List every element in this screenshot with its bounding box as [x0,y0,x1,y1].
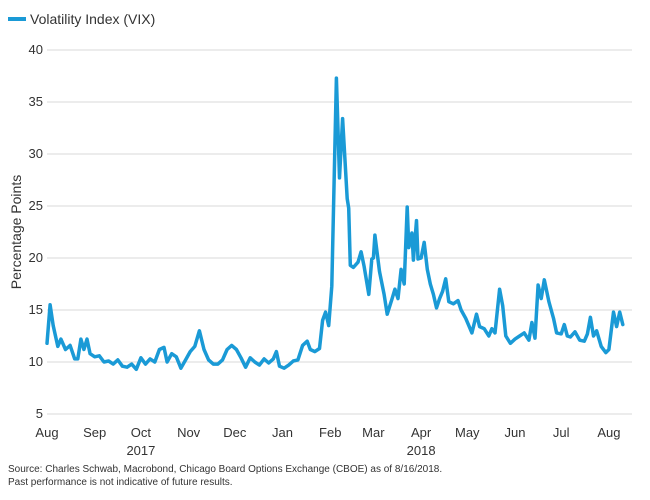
x-tick-label: Oct [131,425,152,440]
y-tick-label: 35 [29,94,43,109]
x-axis-ticks: Aug Sep Oct Nov Dec Jan Feb Mar Apr May Jun Jul Aug [35,425,620,440]
disclaimer-line: Past performance is not indicative of fu… [8,477,233,488]
x-tick-label: Apr [411,425,432,440]
gridlines [47,49,632,415]
x-tick-label: Jun [505,425,526,440]
x-tick-label: May [455,425,480,440]
x-tick-label: Mar [362,425,385,440]
vix-series-line [45,76,625,372]
y-tick-label: 25 [29,198,43,213]
source-note: Source: Charles Schwab, Macrobond, Chica… [8,463,442,489]
x-tick-label: Jul [553,425,570,440]
legend-label: Volatility Index (VIX) [30,11,155,27]
y-tick-label: 10 [29,354,43,369]
y-tick-label: 30 [29,146,43,161]
year-label: 2017 [126,443,155,458]
year-labels: 2017 2018 [126,443,435,458]
x-tick-label: Sep [83,425,106,440]
x-tick-label: Jan [272,425,293,440]
y-axis-ticks: 5 10 15 20 25 30 35 40 [29,42,43,421]
chart-legend: Volatility Index (VIX) [8,11,155,27]
y-tick-label: 20 [29,250,43,265]
year-label: 2018 [407,443,436,458]
y-tick-label: 5 [36,406,43,421]
x-tick-label: Aug [35,425,58,440]
x-tick-label: Nov [177,425,201,440]
x-tick-label: Dec [223,425,247,440]
x-tick-label: Aug [597,425,620,440]
y-tick-label: 15 [29,302,43,317]
x-tick-label: Feb [319,425,341,440]
y-tick-label: 40 [29,42,43,57]
legend-swatch [8,17,26,21]
y-axis-title: Percentage Points [8,175,24,289]
source-line: Source: Charles Schwab, Macrobond, Chica… [8,464,443,475]
